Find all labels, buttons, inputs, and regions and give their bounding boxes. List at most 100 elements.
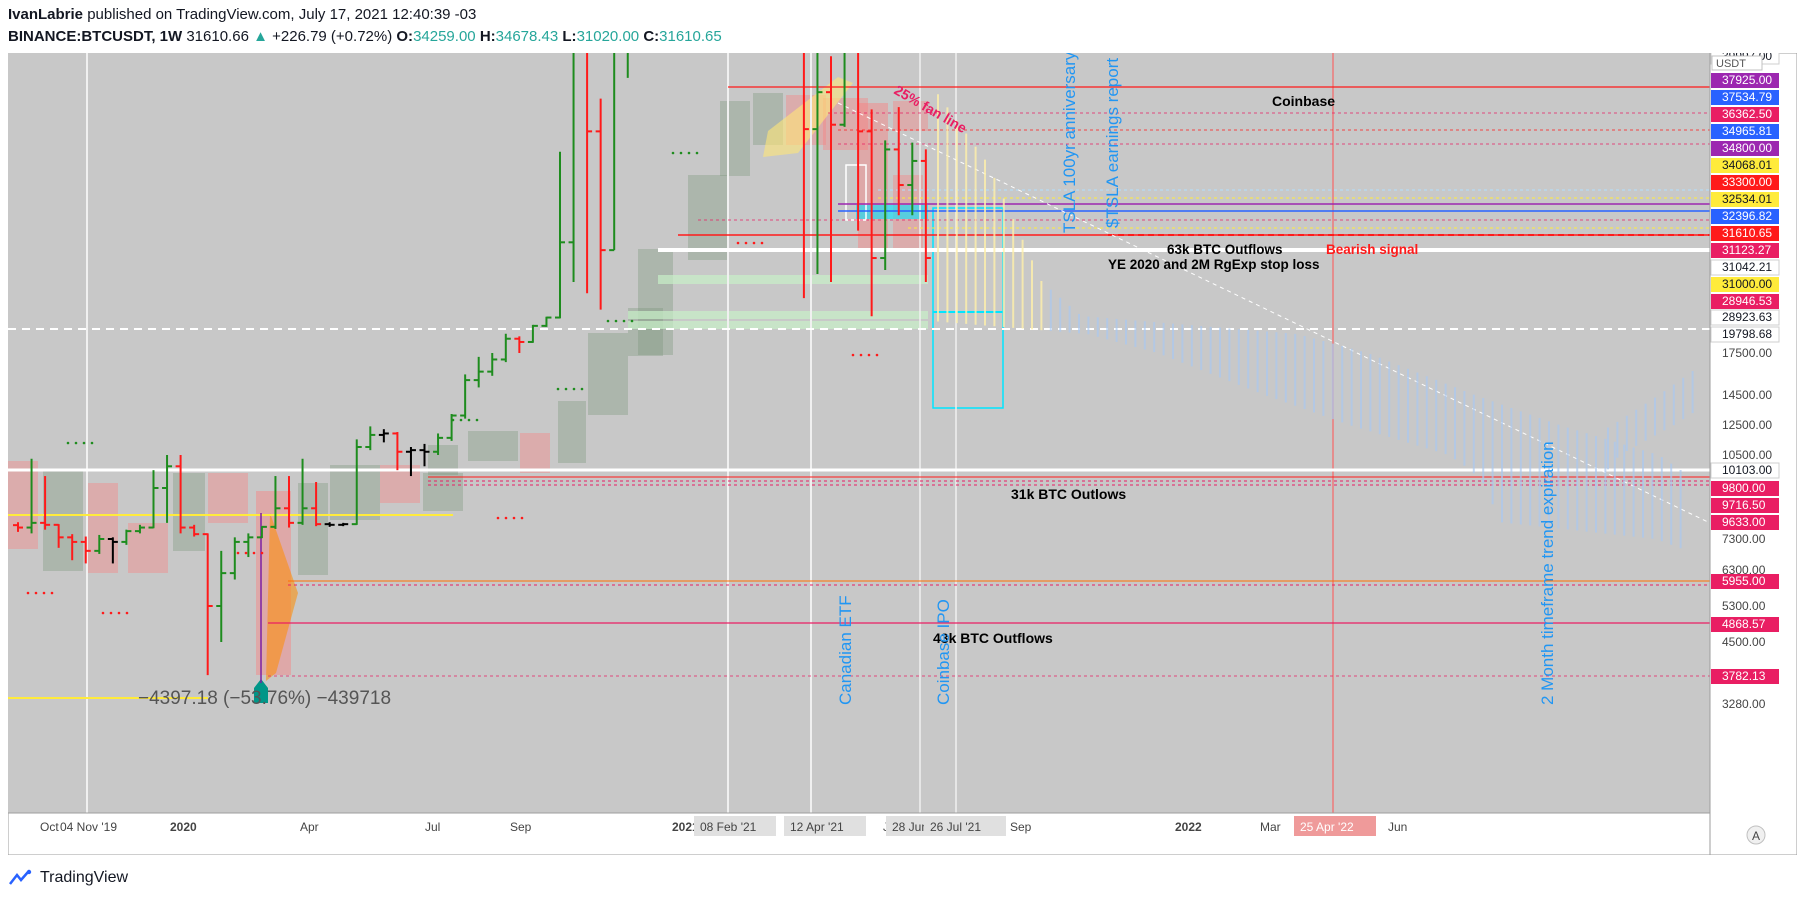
ohlc-bar[interactable]	[473, 356, 484, 388]
price-axis-tick: 10500.00	[1722, 448, 1772, 462]
ohlc-bar[interactable]	[351, 439, 362, 526]
time-label-badge	[784, 816, 866, 836]
price-label: 3782.13	[1722, 669, 1766, 683]
chart-frame[interactable]: Coinbase 63k BTC Outflows Bearish signal…	[7, 0, 1798, 856]
time-label: 25 Apr '22	[1300, 820, 1354, 834]
ohlc-bar[interactable]	[920, 149, 931, 282]
time-axis: Oct 04 Nov '19 2020 Apr Jul Sep 2021 08 Feb '21…	[8, 812, 1710, 836]
ohlc-bar[interactable]	[338, 522, 349, 527]
ohlc-bar[interactable]	[541, 316, 552, 327]
price-label-badge	[1711, 124, 1779, 139]
publish-info: IvanLabrie published on TradingView.com,…	[8, 6, 476, 23]
price-axis-tick: 9633.00	[1711, 515, 1779, 530]
ohlc-bar[interactable]	[202, 533, 213, 676]
ohlc-bar[interactable]	[893, 107, 904, 216]
ohlc-bar[interactable]	[121, 529, 132, 545]
footer-brand[interactable]: TradingView	[8, 866, 128, 890]
price-axis-tick: 7300.00	[1722, 532, 1766, 546]
price-axis-tick: 3782.13	[1711, 669, 1779, 684]
ohlc-bar[interactable]	[812, 42, 823, 274]
ohlc-bar[interactable]	[500, 333, 511, 363]
ohlc-bar[interactable]	[866, 109, 877, 317]
signal-dot	[34, 591, 38, 595]
ohlc-bar[interactable]	[13, 522, 23, 532]
ohlc-bar[interactable]	[256, 525, 267, 539]
ohlc-bar[interactable]	[162, 455, 173, 523]
ohlc-bar[interactable]	[107, 537, 118, 564]
auto-scale-button[interactable]	[1746, 825, 1766, 845]
time-axis-tick: 08 Feb '21	[694, 816, 776, 836]
ohlc-bar[interactable]	[880, 140, 891, 270]
time-label: Mar	[1260, 820, 1281, 834]
ohlc-bar[interactable]	[284, 476, 294, 528]
ohlc-bar[interactable]	[907, 142, 918, 216]
price-axis-tick: 10103.00	[1710, 462, 1780, 479]
signal-dot	[867, 353, 871, 357]
ohlc-bar[interactable]	[405, 446, 416, 477]
price-label-badge	[1711, 669, 1779, 684]
signal-dot	[606, 319, 610, 323]
signal-dot	[496, 516, 500, 520]
signal-dot	[859, 353, 863, 357]
ohlc-bar[interactable]	[433, 433, 444, 455]
ohlc-bar[interactable]	[527, 324, 538, 343]
ohlc-bar[interactable]	[80, 536, 91, 564]
price-axis-tick: 32396.82	[1711, 209, 1779, 224]
ohlc-bar[interactable]	[134, 524, 145, 534]
ohlc-bar[interactable]	[26, 458, 37, 534]
price-label: 5955.00	[1722, 574, 1766, 588]
trend-line	[837, 102, 1711, 524]
tsla-anniversary-label: TSLA 100yr anniversary	[1060, 53, 1079, 233]
ohlc-bar[interactable]	[378, 429, 389, 443]
price-axis-tick: 5955.00	[1711, 574, 1779, 589]
ohlc-bar[interactable]	[514, 336, 525, 353]
price-axis-tick: 31610.65	[1711, 226, 1779, 241]
time-axis-tick: 2022	[1175, 820, 1202, 834]
symbol-name[interactable]: BINANCE:BTCUSDT, 1W	[8, 28, 183, 45]
ohlc-bar[interactable]	[595, 98, 606, 310]
ohlc-bar[interactable]	[243, 533, 254, 558]
ohlc-bar[interactable]	[40, 476, 51, 530]
ohlc-bar[interactable]	[392, 432, 403, 471]
ohlc-bar[interactable]	[311, 481, 322, 527]
ohlc-bar[interactable]	[555, 151, 565, 319]
price-axis-tick: 34965.81	[1711, 124, 1779, 139]
time-axis-tick: Oct	[40, 820, 59, 834]
ohlc-bar[interactable]	[487, 353, 498, 376]
price-chart[interactable]: Coinbase 63k BTC Outflows Bearish signal…	[7, 0, 1798, 856]
ohlc-bar[interactable]	[419, 443, 430, 467]
ohlc-bar[interactable]	[324, 522, 335, 527]
price-label: 33300.00	[1722, 175, 1772, 189]
price-change: +226.79 (+0.72%)	[272, 28, 393, 45]
signal-dot	[252, 551, 256, 555]
ohlc-bar[interactable]	[189, 524, 200, 537]
auto-scale-label[interactable]: A	[1752, 829, 1760, 843]
signal-dot	[66, 441, 70, 445]
ohlc-bar[interactable]	[270, 476, 281, 529]
ohlc-bar[interactable]	[229, 537, 240, 580]
price-label-badge	[1711, 243, 1779, 258]
signal-dot	[26, 591, 30, 595]
ohlc-bar[interactable]	[53, 523, 64, 548]
price-label: 31042.21	[1722, 260, 1772, 274]
ohlc-bar[interactable]	[826, 56, 836, 282]
ohlc-bar[interactable]	[94, 534, 105, 554]
high-value: 34678.43	[495, 28, 559, 45]
price-label-badge	[1711, 515, 1779, 530]
ohlc-bar[interactable]	[297, 458, 308, 525]
ohlc-bar[interactable]	[148, 470, 159, 529]
low-value: 31020.00	[576, 28, 640, 45]
zone-box	[858, 103, 888, 248]
footer-brand-text[interactable]: TradingView	[40, 869, 129, 886]
ohlc-bar[interactable]	[446, 413, 457, 441]
price-axis-tick: 3280.00	[1722, 697, 1766, 711]
time-axis-tick: Mar	[1260, 820, 1281, 834]
author-name[interactable]: IvanLabrie	[8, 6, 84, 23]
ohlc-bar[interactable]	[175, 455, 186, 534]
ohlc-bar[interactable]	[67, 534, 78, 561]
coinbase-ipo-label: Coinbase IPO	[934, 599, 953, 705]
zone-box	[173, 473, 205, 551]
ohlc-bar[interactable]	[460, 374, 471, 419]
ohlc-bar[interactable]	[365, 426, 376, 451]
ohlc-bar[interactable]	[216, 550, 227, 642]
